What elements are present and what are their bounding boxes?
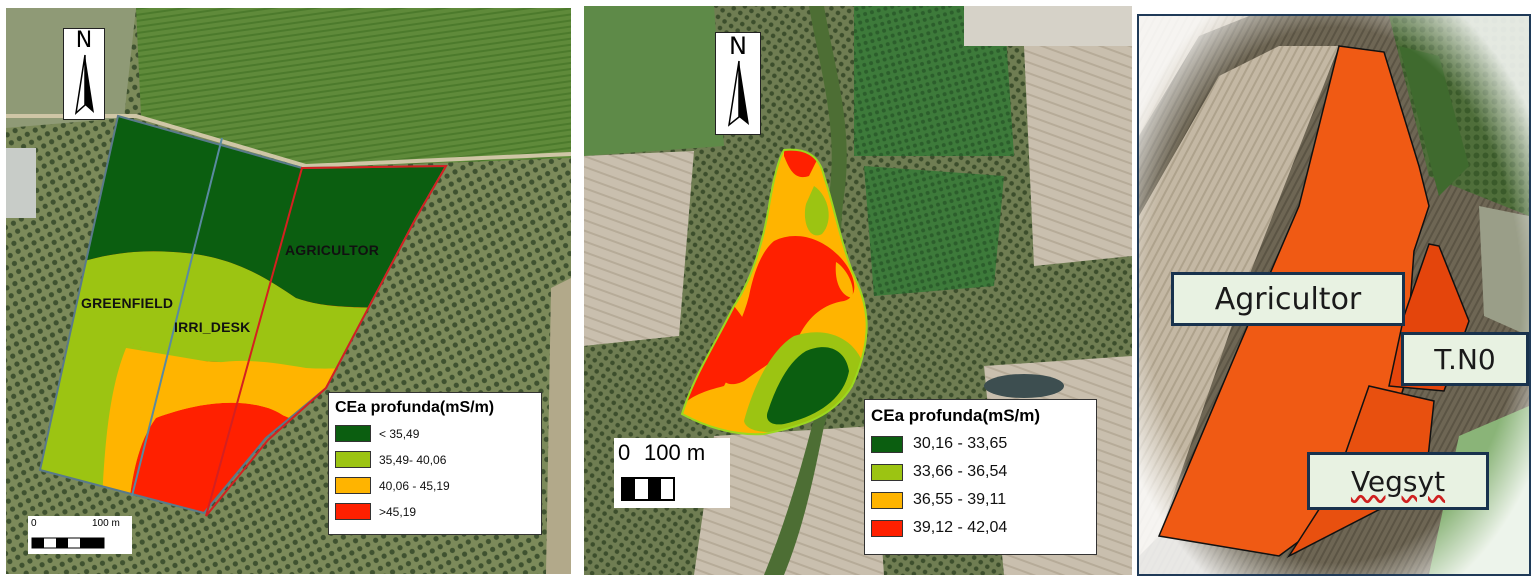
scale-bar-graphic	[31, 537, 105, 549]
field-label-irri-desk: IRRI_DESK	[174, 319, 251, 335]
map-panel-3: Agricultor T.N0 Vegsyt	[1137, 14, 1531, 576]
map-panel-2: N 0 100 m CEa profunda(mS/m) 30,16 - 33,…	[584, 6, 1132, 575]
legend-label: 30,16 - 33,65	[913, 435, 1008, 452]
legend-label: 40,06 - 45,19	[379, 478, 450, 493]
label-agricultor: Agricultor	[1171, 272, 1405, 326]
legend-swatch	[871, 435, 903, 453]
legend-1: CEa profunda(mS/m) < 35,49 35,49- 40,06 …	[328, 392, 542, 535]
scale-distance-label: 100 m	[92, 518, 120, 529]
legend-swatch	[871, 519, 903, 537]
legend-swatch	[335, 451, 371, 468]
legend-label: < 35,49	[379, 426, 420, 441]
field-label-greenfield: GREENFIELD	[81, 295, 174, 311]
label-vegsyt-text: Vegsyt	[1350, 464, 1446, 498]
legend-swatch	[335, 503, 371, 520]
north-arrow-icon	[74, 54, 94, 115]
scale-zero-label: 0	[31, 518, 37, 529]
legend-label: 35,49- 40,06	[379, 452, 447, 467]
legend-label: 39,12 - 42,04	[913, 519, 1008, 536]
field-classification-2	[680, 148, 868, 436]
legend-item: 36,55 - 39,11	[871, 491, 1090, 509]
scale-bar-graphic	[621, 477, 675, 501]
legend-item: 33,66 - 36,54	[871, 463, 1090, 481]
scale-bar-1: 0 100 m	[28, 516, 132, 554]
legend-title: CEa profunda(mS/m)	[335, 399, 495, 416]
legend-label: >45,19	[379, 504, 417, 519]
legend-title: CEa profunda(mS/m)	[871, 406, 1041, 425]
legend-item: 39,12 - 42,04	[871, 519, 1090, 537]
legend-swatch	[871, 491, 903, 509]
legend-item: < 35,49	[335, 425, 535, 442]
legend-label: 36,55 - 39,11	[913, 491, 1007, 508]
legend-swatch	[335, 477, 371, 494]
scale-bar-2: 0 100 m	[614, 438, 730, 508]
scale-distance-label: 100 m	[644, 440, 706, 465]
legend-item: >45,19	[335, 503, 535, 520]
label-vegsyt: Vegsyt	[1307, 452, 1489, 510]
scale-zero-label: 0	[618, 440, 631, 465]
field-label-agricultor: AGRICULTOR	[285, 242, 380, 258]
legend-item: 30,16 - 33,65	[871, 435, 1090, 453]
legend-swatch	[335, 425, 371, 442]
north-arrow-2: N	[715, 32, 761, 135]
legend-swatch	[871, 463, 903, 481]
legend-item: 35,49- 40,06	[335, 451, 535, 468]
legend-item: 40,06 - 45,19	[335, 477, 535, 494]
label-tn0: T.N0	[1401, 332, 1529, 386]
legend-label: 33,66 - 36,54	[913, 463, 1008, 480]
north-arrow-1: N	[63, 28, 105, 120]
map-panel-1: N GREENFIELD IRRI_DESK AGRICULTOR CEa pr…	[6, 8, 571, 574]
legend-2: CEa profunda(mS/m) 30,16 - 33,65 33,66 -…	[864, 399, 1097, 555]
north-arrow-icon	[727, 60, 749, 127]
